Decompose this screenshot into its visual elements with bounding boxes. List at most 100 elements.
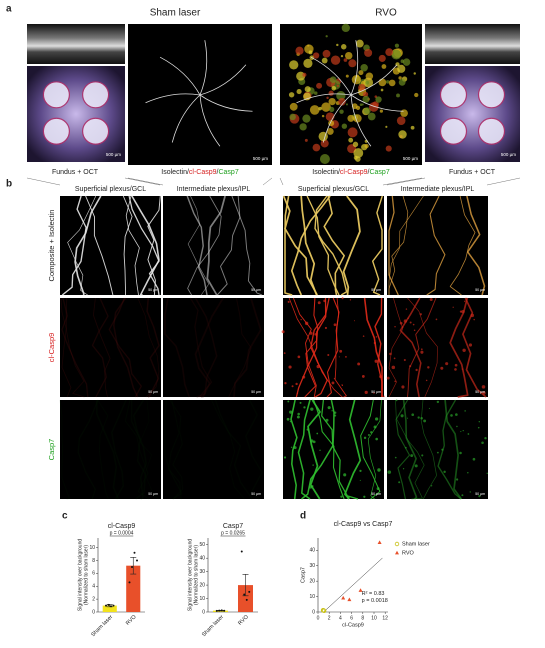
puncta xyxy=(420,416,423,420)
vessel xyxy=(233,297,262,398)
stain xyxy=(363,107,371,115)
vessel xyxy=(310,56,352,96)
puncta xyxy=(375,437,378,441)
vessel xyxy=(199,94,253,112)
stain xyxy=(318,131,328,142)
puncta xyxy=(283,456,287,459)
puncta xyxy=(394,380,397,383)
puncta xyxy=(481,441,484,445)
stain xyxy=(410,125,415,130)
stain xyxy=(319,154,330,164)
stain xyxy=(381,64,387,69)
row-label: Casp7 xyxy=(47,439,56,461)
stain xyxy=(288,92,295,98)
puncta xyxy=(454,363,458,367)
puncta xyxy=(343,473,347,477)
stain xyxy=(312,143,321,152)
stain xyxy=(375,96,382,103)
vessel xyxy=(147,195,161,296)
data-point xyxy=(243,593,246,596)
puncta xyxy=(411,413,415,417)
data-point xyxy=(133,551,136,554)
vessel xyxy=(290,399,298,500)
data-point xyxy=(248,590,251,593)
stain xyxy=(309,105,320,115)
stain xyxy=(365,80,370,85)
caption-part: cl-Casp9 xyxy=(189,169,217,176)
stain xyxy=(396,116,406,125)
vessel xyxy=(125,195,140,296)
caption-part: Casp7 xyxy=(218,169,238,176)
vessel xyxy=(290,195,331,296)
puncta xyxy=(403,319,408,323)
puncta xyxy=(334,411,337,414)
puncta xyxy=(404,446,407,449)
puncta xyxy=(400,414,404,418)
puncta xyxy=(340,495,343,498)
puncta xyxy=(302,375,306,379)
legend-marker xyxy=(394,541,400,547)
stain xyxy=(302,114,311,123)
y-tick-label: 0 xyxy=(202,609,205,615)
stain xyxy=(302,72,307,77)
puncta xyxy=(327,354,330,357)
puncta xyxy=(296,392,299,395)
vessel xyxy=(131,195,160,296)
puncta xyxy=(312,440,316,444)
scale-label: 500 µm xyxy=(253,156,268,161)
stain xyxy=(321,102,331,112)
puncta xyxy=(303,406,306,409)
legend-label: Sham laser xyxy=(402,541,430,547)
stain xyxy=(385,125,388,128)
legend-marker xyxy=(395,550,399,555)
vessel xyxy=(59,399,70,500)
scale-label: 50 µm xyxy=(475,492,485,496)
laser-spot xyxy=(477,117,506,145)
puncta xyxy=(455,413,458,416)
puncta xyxy=(373,341,376,345)
column-header: Intermediate plexus/IPL xyxy=(177,186,251,193)
p-value: p = 0.0265 xyxy=(221,530,245,536)
puncta xyxy=(461,494,464,497)
vessel xyxy=(350,40,359,96)
micrograph xyxy=(283,196,384,295)
row-label: Composite + Isolectin xyxy=(47,210,56,282)
vessel xyxy=(164,399,183,500)
group-title: RVO xyxy=(375,8,397,19)
vessel xyxy=(61,195,87,296)
data-point xyxy=(240,550,243,553)
stain xyxy=(304,138,308,142)
puncta xyxy=(402,468,405,470)
x-tick-label: 0 xyxy=(317,615,320,621)
vessel xyxy=(284,195,293,296)
puncta xyxy=(467,433,470,435)
stain xyxy=(347,114,355,122)
y-tick-label: 20 xyxy=(309,578,315,584)
connector xyxy=(279,177,423,186)
stain xyxy=(326,96,329,100)
vessel xyxy=(74,195,102,296)
vessel xyxy=(388,195,424,295)
stain xyxy=(321,114,325,118)
data-point xyxy=(131,565,133,568)
puncta xyxy=(316,432,319,435)
micrograph xyxy=(60,400,161,499)
vessel xyxy=(92,297,111,398)
bar xyxy=(126,565,141,612)
puncta xyxy=(333,323,337,327)
stain xyxy=(364,48,373,57)
stain xyxy=(397,64,406,73)
stain xyxy=(316,82,323,89)
laser-spot xyxy=(81,81,110,109)
puncta xyxy=(281,330,285,334)
stain xyxy=(341,44,347,50)
y-tick-label: 8 xyxy=(92,558,95,564)
puncta xyxy=(387,470,392,474)
puncta xyxy=(417,416,420,419)
vessel xyxy=(124,399,150,500)
puncta xyxy=(454,368,457,371)
x-tick-label: 8 xyxy=(361,615,364,621)
puncta xyxy=(364,390,368,394)
stain xyxy=(400,59,405,63)
